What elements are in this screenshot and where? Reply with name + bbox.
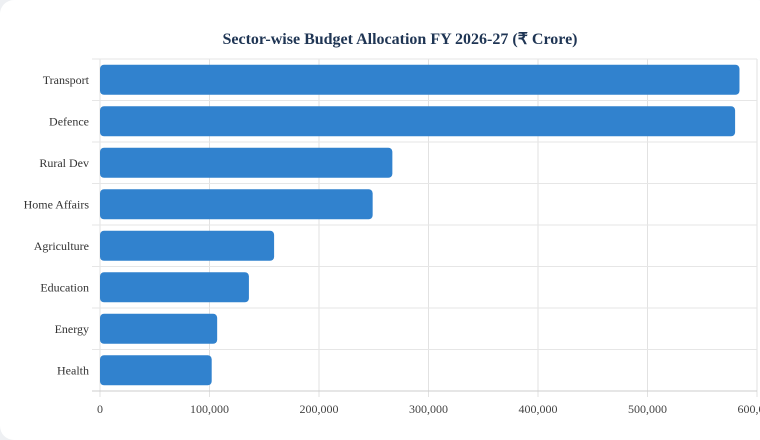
x-tick-label: 400,000 xyxy=(519,402,558,416)
chart-title: Sector-wise Budget Allocation FY 2026-27… xyxy=(222,31,577,48)
x-tick-label: 200,000 xyxy=(300,402,339,416)
x-tick-label: 0 xyxy=(97,402,103,416)
category-label: Education xyxy=(40,280,89,294)
category-label: Transport xyxy=(43,73,90,87)
bar-defence xyxy=(100,106,736,137)
bar-home-affairs xyxy=(100,189,373,220)
category-label: Energy xyxy=(55,322,89,336)
x-tick-label: 300,000 xyxy=(409,402,448,416)
category-label: Health xyxy=(57,363,89,377)
category-label: Agriculture xyxy=(34,239,89,253)
category-label: Defence xyxy=(49,114,89,128)
bar-energy xyxy=(100,313,218,344)
category-label: Rural Dev xyxy=(39,156,89,170)
x-tick-label: 500,000 xyxy=(628,402,667,416)
bar-education xyxy=(100,272,249,303)
x-tick-label: 100,000 xyxy=(190,402,229,416)
bar-transport xyxy=(100,64,740,95)
category-label: Home Affairs xyxy=(24,197,90,211)
bar-agriculture xyxy=(100,230,275,261)
x-tick-label: 600,000 xyxy=(738,402,760,416)
bar-health xyxy=(100,355,212,386)
bar-rural-dev xyxy=(100,147,393,178)
